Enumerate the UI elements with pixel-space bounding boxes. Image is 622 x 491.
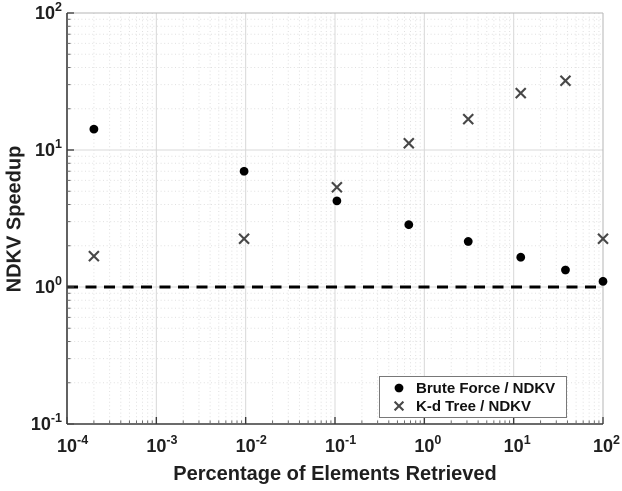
y-tick-label: 102 bbox=[35, 0, 62, 23]
x-tick-label: 10-4 bbox=[57, 433, 88, 456]
data-point-kd-tree bbox=[514, 87, 527, 99]
data-point-kd-tree bbox=[238, 233, 250, 245]
data-point-brute-force bbox=[239, 166, 249, 176]
x-tick-label: 102 bbox=[593, 433, 620, 456]
y-tick-label: 10-1 bbox=[31, 411, 62, 434]
data-point-kd-tree bbox=[462, 113, 474, 125]
x-tick-label: 100 bbox=[414, 433, 441, 456]
x-tick-label: 10-2 bbox=[236, 433, 267, 456]
circle-marker-icon bbox=[394, 383, 404, 393]
legend: Brute Force / NDKV K-d Tree / NDKV bbox=[379, 376, 567, 418]
legend-item-kd-tree: K-d Tree / NDKV bbox=[380, 397, 566, 415]
legend-label: K-d Tree / NDKV bbox=[416, 397, 532, 415]
data-point-kd-tree bbox=[88, 250, 100, 262]
data-point-kd-tree bbox=[597, 233, 609, 245]
x-axis-label: Percentage of Elements Retrieved bbox=[173, 463, 497, 485]
x-tick-label: 10-3 bbox=[146, 433, 177, 456]
y-tick-label: 100 bbox=[35, 274, 62, 297]
data-point-kd-tree bbox=[559, 75, 572, 87]
data-point-kd-tree bbox=[331, 181, 343, 193]
x-marker-icon bbox=[393, 400, 405, 412]
legend-label: Brute Force / NDKV bbox=[416, 379, 556, 397]
data-point-brute-force bbox=[89, 124, 99, 134]
data-point-brute-force bbox=[404, 220, 414, 230]
data-point-brute-force bbox=[561, 265, 570, 275]
data-point-brute-force bbox=[332, 196, 342, 206]
legend-item-brute-force: Brute Force / NDKV bbox=[380, 379, 566, 397]
x-tick-label: 10-1 bbox=[325, 433, 356, 456]
x-tick-label: 101 bbox=[504, 433, 531, 456]
y-tick-label: 101 bbox=[35, 137, 62, 160]
data-point-brute-force bbox=[463, 237, 473, 246]
y-axis-label: NDKV Speedup bbox=[3, 145, 26, 293]
data-point-kd-tree bbox=[403, 137, 415, 149]
data-point-brute-force bbox=[598, 276, 608, 286]
data-point-brute-force bbox=[516, 252, 526, 262]
